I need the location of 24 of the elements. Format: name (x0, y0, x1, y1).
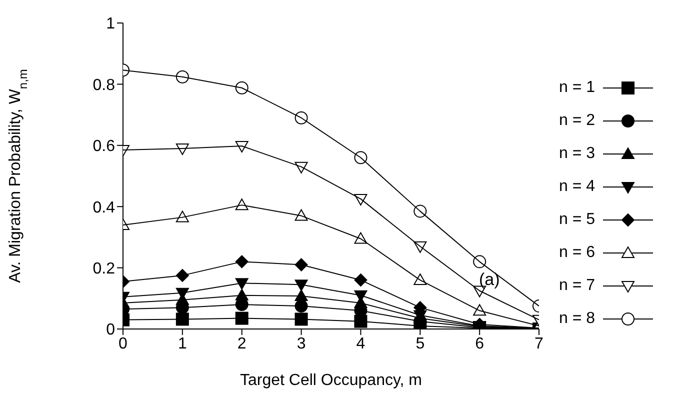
y-tick-label: 0.6 (92, 138, 116, 156)
legend-label: n = 3 (558, 144, 595, 162)
y-tick-label: 0.4 (92, 199, 116, 216)
y-tick-label: 0.8 (92, 76, 116, 94)
x-axis-title: Target Cell Occupancy, m (240, 372, 422, 389)
y-tick-label: 1 (106, 16, 116, 33)
x-tick-label: 4 (356, 335, 366, 352)
legend-label: n = 7 (558, 276, 595, 294)
legend-label: n = 5 (558, 210, 595, 228)
x-tick-label: 2 (237, 335, 246, 352)
x-tick-label: 6 (475, 335, 484, 352)
x-tick-label: 3 (296, 335, 306, 352)
legend-label: n = 4 (558, 178, 595, 196)
x-tick-label: 0 (118, 335, 128, 352)
x-tick-label: 5 (416, 335, 425, 352)
x-tick-label: 7 (534, 335, 544, 352)
x-tick-label: 1 (178, 335, 187, 352)
legend-label: n = 2 (558, 112, 595, 130)
y-tick-label: 0 (106, 322, 116, 339)
legend-label: n = 8 (558, 310, 595, 328)
y-tick-label: 0.2 (92, 260, 116, 278)
legend-label: n = 1 (558, 78, 595, 96)
legend-label: n = 6 (558, 244, 595, 262)
annotation: (a) (479, 270, 500, 290)
